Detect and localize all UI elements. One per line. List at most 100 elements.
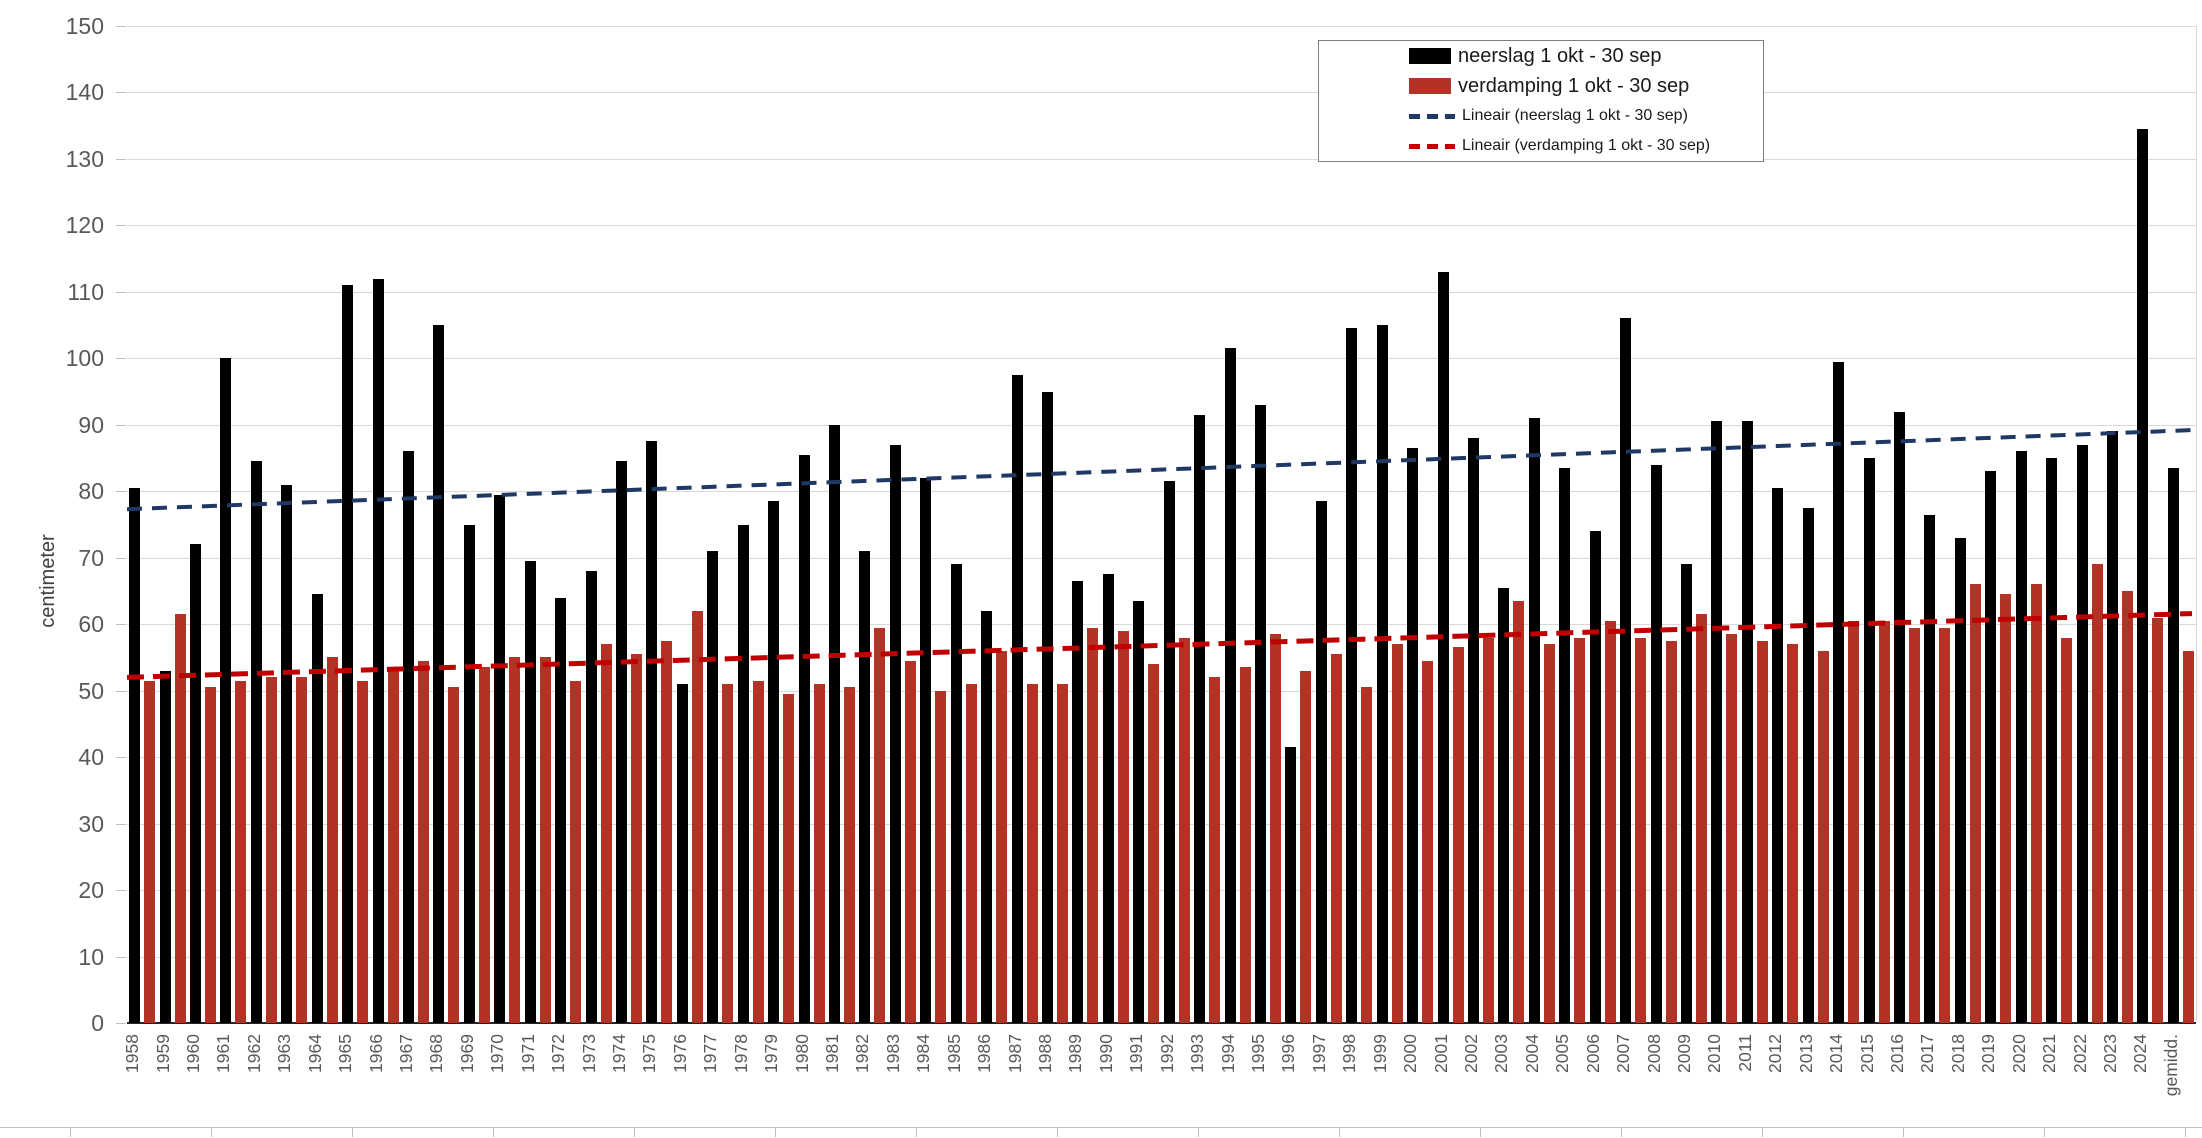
bar-neerslag-2020[interactable]	[2015, 451, 2027, 1023]
legend-item-1[interactable]: verdamping 1 okt - 30 sep	[1409, 73, 1763, 99]
bar-verdamping-2022[interactable]	[2091, 564, 2103, 1023]
bar-verdamping-1983[interactable]	[904, 660, 916, 1023]
legend-item-2[interactable]: Lineair (neerslag 1 okt - 30 sep)	[1409, 103, 1763, 129]
bar-neerslag-1958[interactable]	[129, 487, 141, 1023]
bar-verdamping-1994[interactable]	[1239, 667, 1251, 1023]
bar-neerslag-1984[interactable]	[920, 477, 932, 1023]
bar-verdamping-1982[interactable]	[874, 627, 886, 1023]
bar-neerslag-1986[interactable]	[981, 610, 993, 1023]
bar-verdamping-1986[interactable]	[996, 650, 1008, 1023]
bar-verdamping-2014[interactable]	[1848, 620, 1860, 1023]
bar-verdamping-2005[interactable]	[1574, 637, 1586, 1023]
bar-neerslag-1998[interactable]	[1346, 328, 1358, 1023]
bar-neerslag-2018[interactable]	[1954, 537, 1966, 1023]
bar-verdamping-2011[interactable]	[1756, 640, 1768, 1023]
bar-neerslag-1961[interactable]	[220, 358, 232, 1023]
bar-neerslag-1983[interactable]	[889, 444, 901, 1023]
bar-verdamping-2013[interactable]	[1817, 650, 1829, 1023]
bar-neerslag-2021[interactable]	[2046, 458, 2058, 1023]
bar-neerslag-2004[interactable]	[1528, 418, 1540, 1023]
bar-neerslag-2007[interactable]	[1620, 318, 1632, 1023]
bar-verdamping-2012[interactable]	[1787, 644, 1799, 1023]
bar-neerslag-1973[interactable]	[585, 571, 597, 1023]
bar-verdamping-1965[interactable]	[357, 680, 369, 1023]
bar-verdamping-1961[interactable]	[235, 680, 247, 1023]
bar-neerslag-1962[interactable]	[250, 461, 262, 1023]
bar-neerslag-1997[interactable]	[1315, 501, 1327, 1023]
bar-verdamping-1991[interactable]	[1148, 664, 1160, 1023]
bar-neerslag-1993[interactable]	[1194, 414, 1206, 1023]
bar-verdamping-1999[interactable]	[1391, 644, 1403, 1023]
bar-verdamping-1987[interactable]	[1026, 684, 1038, 1023]
bar-verdamping-1976[interactable]	[691, 610, 703, 1023]
bar-verdamping-1960[interactable]	[205, 687, 217, 1023]
bar-verdamping-2017[interactable]	[1939, 627, 1951, 1023]
bar-neerslag-1963[interactable]	[281, 484, 293, 1023]
bar-neerslag-2006[interactable]	[1589, 531, 1601, 1023]
bar-verdamping-1989[interactable]	[1087, 627, 1099, 1023]
bar-neerslag-1975[interactable]	[646, 441, 658, 1023]
bar-neerslag-1974[interactable]	[616, 461, 628, 1023]
bar-neerslag-1968[interactable]	[433, 325, 445, 1023]
bar-verdamping-1967[interactable]	[418, 660, 430, 1023]
bar-neerslag-1960[interactable]	[190, 544, 202, 1023]
bar-verdamping-2000[interactable]	[1422, 660, 1434, 1023]
bar-neerslag-1992[interactable]	[1163, 481, 1175, 1023]
bar-neerslag-1985[interactable]	[950, 564, 962, 1023]
bar-verdamping-2024[interactable]	[2152, 617, 2164, 1023]
bar-neerslag-2010[interactable]	[1711, 421, 1723, 1023]
bar-neerslag-gemidd[interactable]	[2167, 468, 2179, 1023]
bar-verdamping-2019[interactable]	[2000, 594, 2012, 1023]
bar-neerslag-1971[interactable]	[524, 561, 536, 1023]
bar-neerslag-1988[interactable]	[1042, 391, 1053, 1023]
bar-verdamping-2003[interactable]	[1513, 600, 1525, 1023]
bar-neerslag-1980[interactable]	[798, 454, 810, 1023]
bar-neerslag-2024[interactable]	[2137, 129, 2149, 1023]
bar-neerslag-1981[interactable]	[829, 424, 841, 1023]
bar-neerslag-1991[interactable]	[1133, 600, 1145, 1023]
legend-item-0[interactable]: neerslag 1 okt - 30 sep	[1409, 43, 1763, 69]
bar-verdamping-1959[interactable]	[174, 614, 186, 1023]
bar-neerslag-1972[interactable]	[555, 597, 567, 1023]
bar-neerslag-2015[interactable]	[1863, 458, 1875, 1023]
bar-neerslag-2022[interactable]	[2076, 444, 2088, 1023]
bar-neerslag-2013[interactable]	[1802, 507, 1814, 1023]
bar-verdamping-1990[interactable]	[1117, 630, 1129, 1023]
bar-neerslag-1994[interactable]	[1224, 348, 1236, 1023]
bar-verdamping-1958[interactable]	[144, 680, 156, 1023]
bar-verdamping-1996[interactable]	[1300, 670, 1312, 1023]
bar-verdamping-1980[interactable]	[813, 684, 825, 1023]
bar-neerslag-1977[interactable]	[707, 551, 719, 1023]
bar-verdamping-1985[interactable]	[965, 684, 977, 1023]
bar-verdamping-2001[interactable]	[1452, 647, 1464, 1023]
bar-verdamping-1978[interactable]	[752, 680, 764, 1023]
bar-verdamping-2021[interactable]	[2061, 637, 2073, 1023]
bar-neerslag-2011[interactable]	[1741, 421, 1753, 1023]
bar-verdamping-1995[interactable]	[1269, 634, 1281, 1023]
bar-verdamping-2015[interactable]	[1878, 620, 1890, 1023]
bar-verdamping-1966[interactable]	[387, 670, 399, 1023]
bar-verdamping-gemidd[interactable]	[2182, 650, 2194, 1023]
bar-verdamping-1981[interactable]	[844, 687, 856, 1023]
legend-item-3[interactable]: Lineair (verdamping 1 okt - 30 sep)	[1409, 133, 1763, 159]
bar-verdamping-2016[interactable]	[1908, 627, 1920, 1023]
bar-verdamping-1970[interactable]	[509, 657, 521, 1023]
bar-verdamping-1968[interactable]	[448, 687, 460, 1023]
bar-verdamping-2018[interactable]	[1969, 584, 1981, 1023]
bar-neerslag-1959[interactable]	[159, 670, 171, 1023]
bar-verdamping-1963[interactable]	[296, 677, 308, 1023]
bar-neerslag-1995[interactable]	[1254, 404, 1266, 1023]
bar-neerslag-2008[interactable]	[1650, 464, 1662, 1023]
bar-neerslag-1966[interactable]	[372, 278, 384, 1023]
bar-verdamping-1977[interactable]	[722, 684, 734, 1023]
trendline-neerslag[interactable]	[126, 428, 2193, 512]
bar-verdamping-2009[interactable]	[1695, 614, 1707, 1023]
bar-neerslag-1979[interactable]	[768, 501, 780, 1023]
bar-verdamping-2007[interactable]	[1635, 637, 1647, 1023]
bar-neerslag-1967[interactable]	[403, 451, 415, 1023]
bar-neerslag-2000[interactable]	[1407, 448, 1419, 1023]
bar-neerslag-2002[interactable]	[1467, 438, 1479, 1023]
bar-verdamping-1969[interactable]	[478, 667, 490, 1023]
bar-verdamping-1993[interactable]	[1209, 677, 1221, 1023]
bar-verdamping-2020[interactable]	[2030, 584, 2042, 1023]
